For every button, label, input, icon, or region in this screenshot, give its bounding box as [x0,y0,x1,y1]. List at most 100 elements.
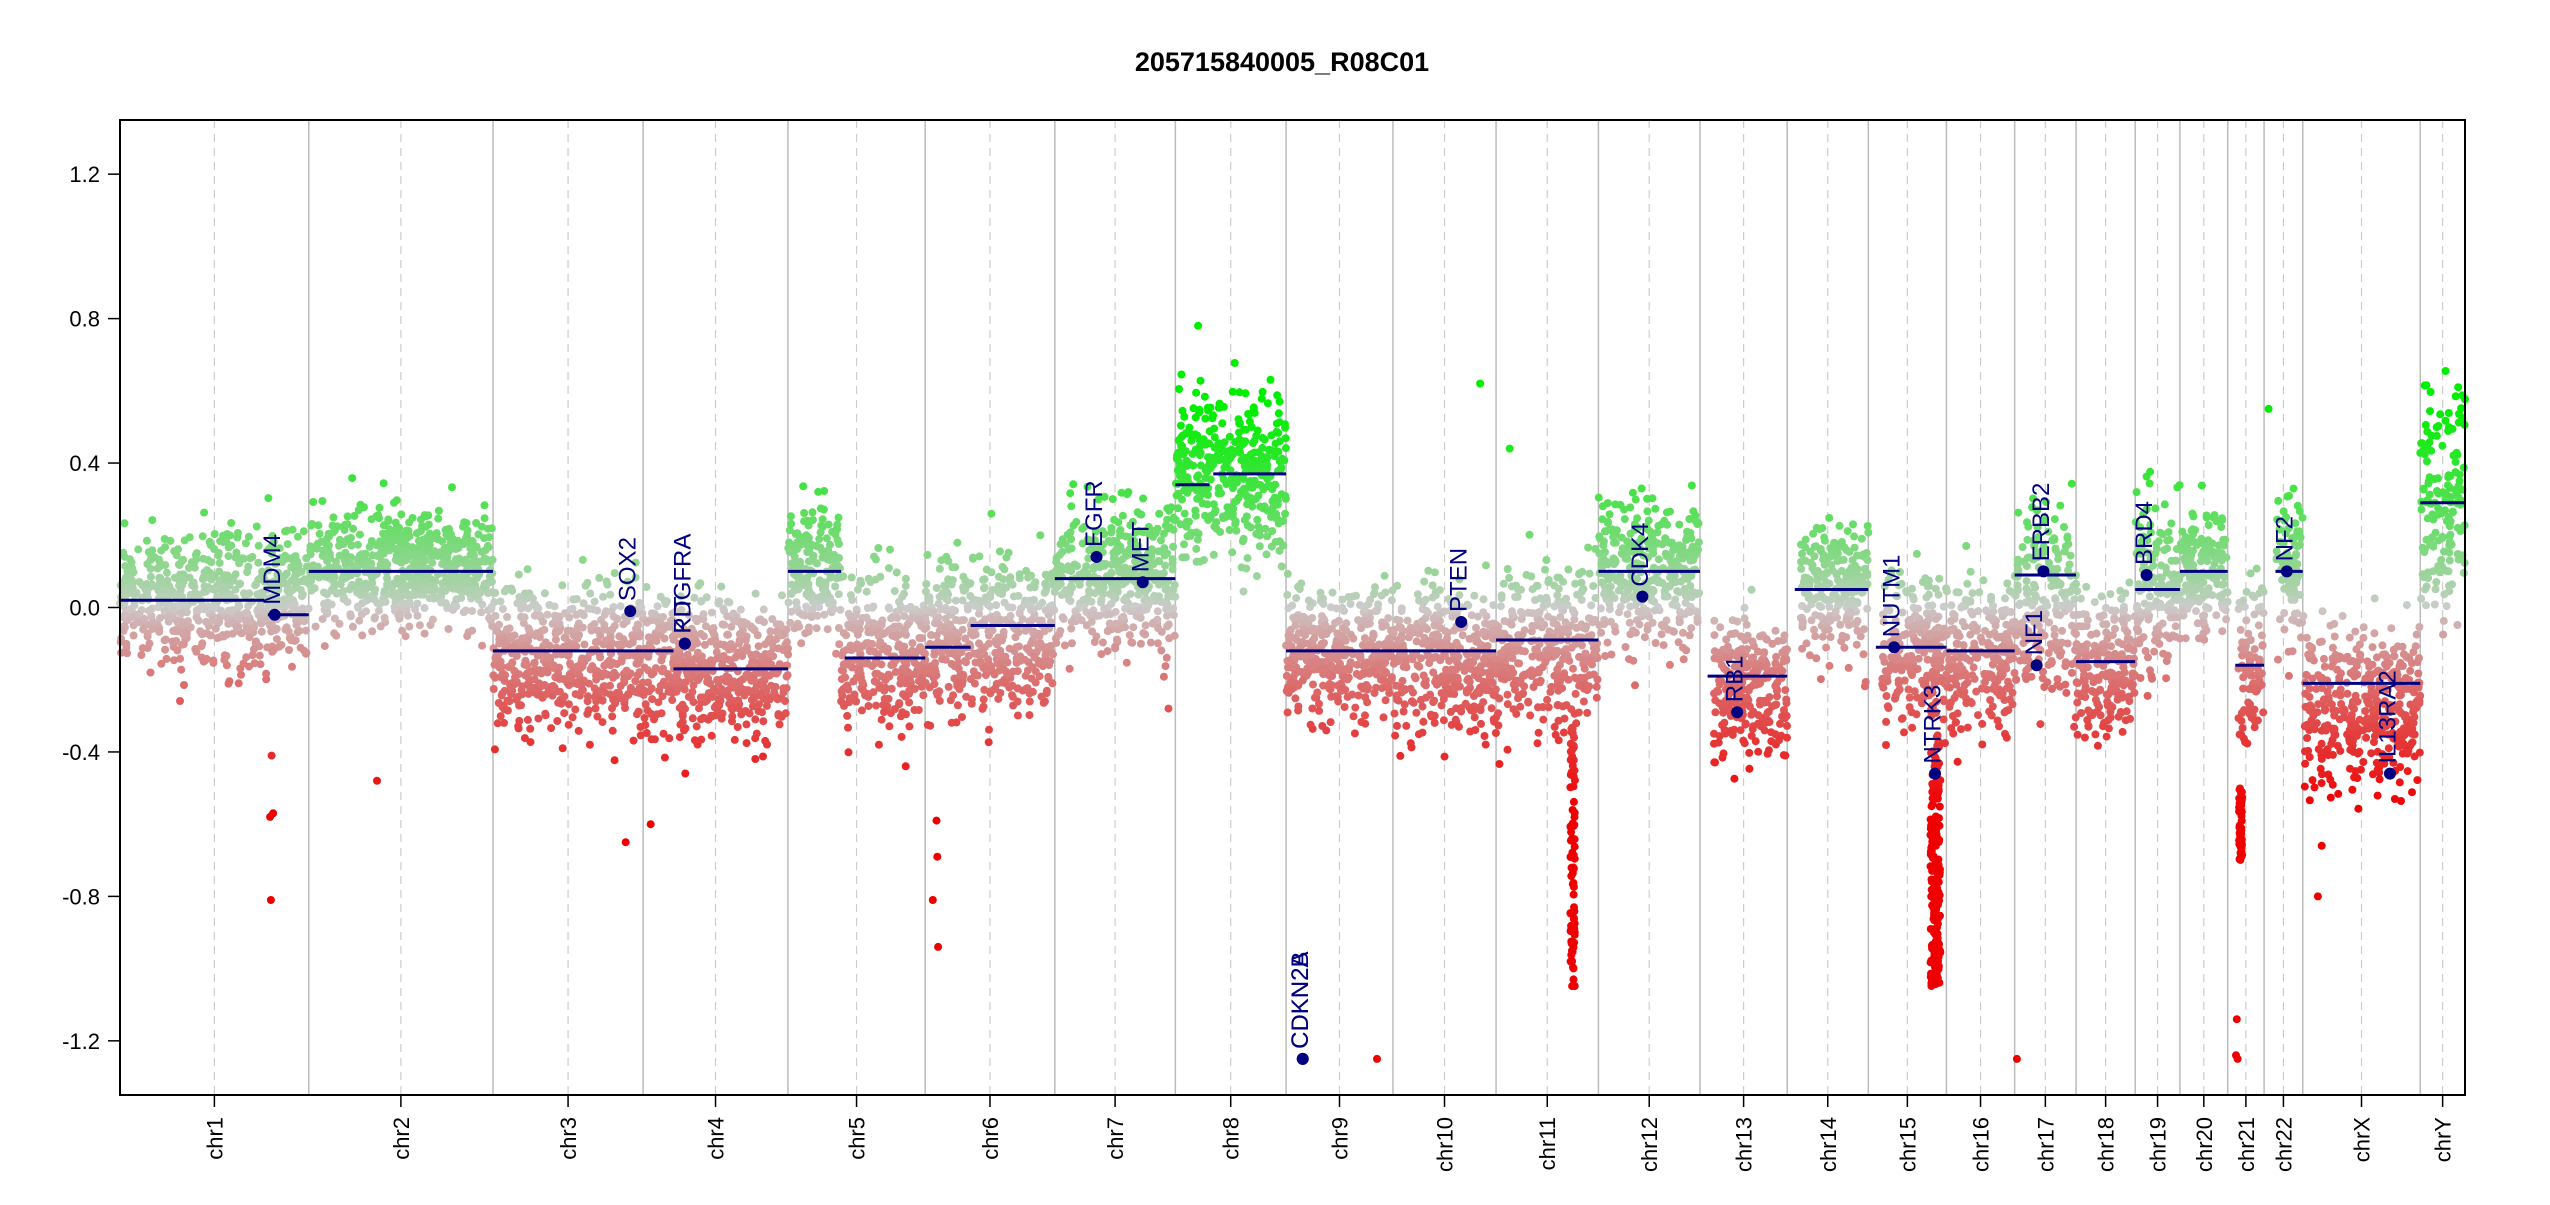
probe-point [1127,590,1135,598]
probe-point [251,659,259,667]
probe-point [1334,698,1342,706]
probe-point [1276,537,1284,545]
probe-point [1154,639,1162,647]
probe-point [170,656,178,664]
probe-point [248,553,256,561]
probe-point [1419,703,1427,711]
probe-point [1163,654,1171,662]
probe-point [1470,632,1478,640]
probe-point [630,737,638,745]
probe-point [760,618,768,626]
probe-point [341,549,349,557]
probe-point [406,551,414,559]
probe-point [177,666,185,674]
probe-point [803,517,811,525]
probe-point [989,627,997,635]
probe-point [294,569,302,577]
probe-point [1201,415,1209,423]
probe-point [1505,574,1513,582]
probe-point [1175,385,1183,393]
probe-point [962,693,970,701]
probe-point [641,714,649,722]
probe-point [992,601,1000,609]
probe-point [873,678,881,686]
probe-point [1391,710,1399,718]
probe-point [330,578,338,586]
probe-point [1269,503,1277,511]
probe-point [323,540,331,548]
probe-point [876,638,884,646]
probe-point [648,735,656,743]
probe-point [421,557,429,565]
probe-point [564,652,572,660]
probe-point [543,611,551,619]
probe-point [176,697,184,705]
probe-point [839,572,847,580]
probe-point [285,628,293,636]
probe-point [1180,540,1188,548]
probe-point [157,547,165,555]
probe-point [1526,711,1534,719]
probe-point [1201,512,1209,520]
probe-point [695,704,703,712]
probe-point [1391,732,1399,740]
probe-point [1169,559,1177,567]
probe-point [1229,388,1237,396]
probe-point [840,660,848,668]
probe-point [522,659,530,667]
probe-point [960,587,968,595]
probe-point [596,653,604,661]
probe-point [468,627,476,635]
probe-point [1072,518,1080,526]
probe-point [1583,709,1591,717]
probe-point [1177,520,1185,528]
probe-point [817,521,825,529]
probe-point [1453,683,1461,691]
probe-point [148,516,156,524]
probe-point [499,639,507,647]
probe-point [148,546,156,554]
probe-point [1254,523,1262,531]
probe-point [831,583,839,591]
probe-point [568,673,576,681]
probe-point [192,556,200,564]
probe-point [981,584,989,592]
probe-point [1114,548,1122,556]
probe-point [611,756,619,764]
probe-point [735,704,743,712]
probe-point [898,733,906,741]
probe-point [355,578,363,586]
probe-point [965,580,973,588]
probe-point [359,584,367,592]
probe-point [1398,632,1406,640]
probe-point [700,693,708,701]
probe-point [1436,675,1444,683]
probe-point [871,670,879,678]
probe-point [1441,753,1449,761]
probe-point [212,625,220,633]
probe-point [952,597,960,605]
probe-point [1481,732,1489,740]
probe-point [1459,631,1467,639]
probe-point [1010,592,1018,600]
probe-point [813,612,821,620]
probe-point [657,682,665,690]
probe-point [309,498,317,506]
probe-point [1371,689,1379,697]
probe-point [1007,612,1015,620]
probe-point [1580,698,1588,706]
probe-point [402,591,410,599]
probe-point [1247,523,1255,531]
probe-point [243,610,251,618]
probe-point [813,559,821,567]
probe-point [285,646,293,654]
probe-point [405,623,413,631]
probe-point [787,608,795,616]
probe-point [1249,439,1257,447]
probe-point [782,709,790,717]
probe-point [553,717,561,725]
probe-point [1001,599,1009,607]
probe-point [444,574,452,582]
probe-point [988,568,996,576]
